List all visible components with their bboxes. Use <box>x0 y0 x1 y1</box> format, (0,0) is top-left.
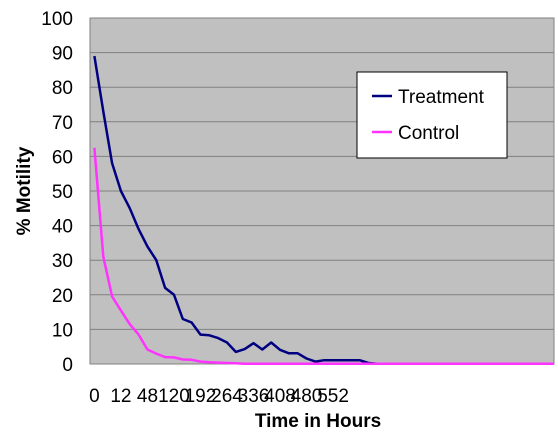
y-axis-title: % Motility <box>14 146 35 235</box>
x-tick-label: 408 <box>264 386 296 407</box>
y-tick-label: 100 <box>41 9 73 30</box>
legend: Treatment Control <box>356 71 508 159</box>
y-tick-label: 50 <box>52 182 73 203</box>
y-tick-label: 10 <box>52 320 73 341</box>
y-tick-label: 0 <box>62 355 73 376</box>
legend-label-treatment: Treatment <box>398 87 485 108</box>
x-tick-label: 0 <box>89 386 100 407</box>
y-tick-label: 80 <box>52 78 73 99</box>
y-tick-label: 60 <box>52 147 73 168</box>
x-tick-label: 12 <box>110 386 131 407</box>
x-tick-label: 552 <box>317 386 349 407</box>
y-tick-label: 70 <box>52 113 73 134</box>
x-tick-label: 336 <box>238 386 270 407</box>
x-axis-title: Time in Hours <box>255 411 381 432</box>
y-axis-ticks: 0 10 20 30 40 50 60 70 80 90 100 <box>41 9 73 376</box>
y-tick-label: 20 <box>52 286 73 307</box>
x-tick-label: 48 <box>137 386 158 407</box>
y-tick-label: 30 <box>52 251 73 272</box>
y-tick-label: 40 <box>52 217 73 238</box>
legend-box <box>356 71 508 159</box>
legend-label-control: Control <box>398 123 459 144</box>
x-tick-label: 480 <box>291 386 323 407</box>
x-tick-label: 192 <box>185 386 217 407</box>
x-tick-label: 120 <box>158 386 190 407</box>
series-lines <box>93 55 554 365</box>
series-line-control <box>93 147 554 365</box>
x-tick-label: 264 <box>211 386 243 407</box>
y-tick-label: 90 <box>52 44 73 65</box>
